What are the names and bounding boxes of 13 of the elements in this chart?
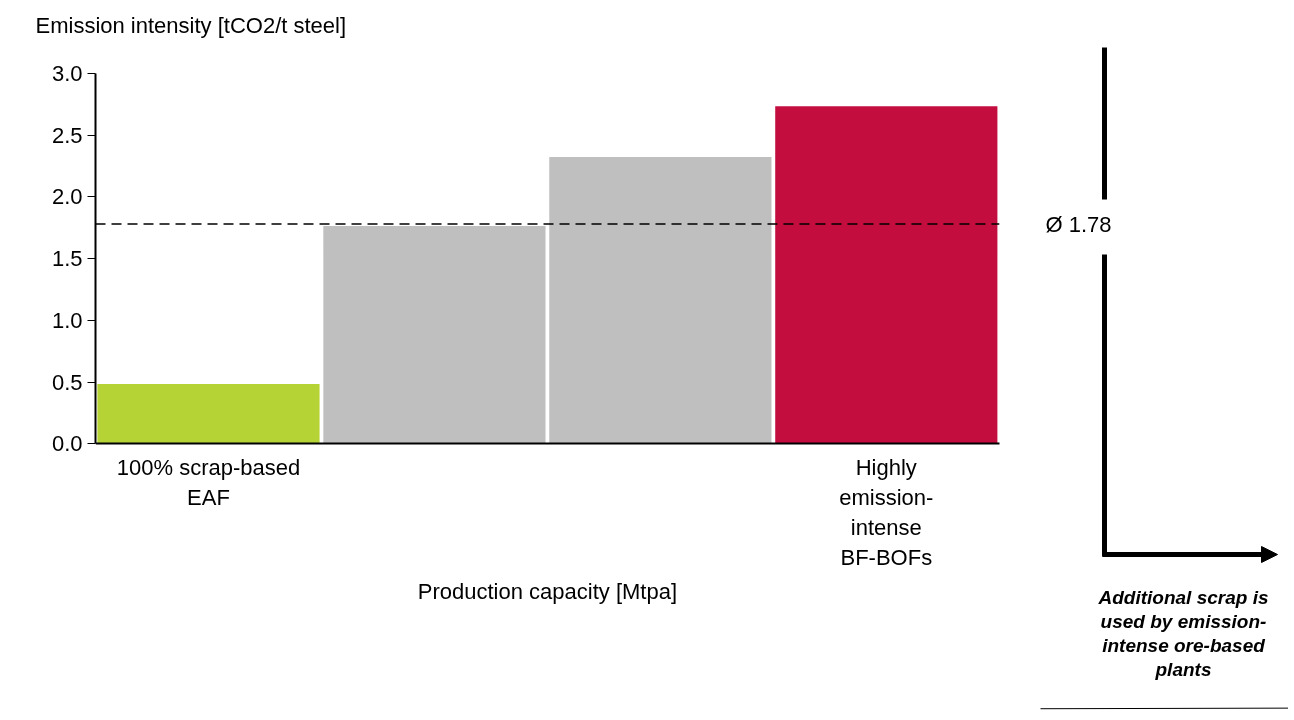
x-axis-title: Production capacity [Mtpa] bbox=[417, 579, 678, 605]
text: Additional scrap is used by emission- intense ore-based plants bbox=[1097, 586, 1269, 680]
y-axis-title: Emission intensity [tCO2/t steel] bbox=[35, 12, 347, 38]
y-tick-label: 1.5 bbox=[51, 246, 83, 272]
x-tick-label: 100% scrap-based EAF bbox=[116, 454, 301, 510]
y-tick-label: 2.5 bbox=[51, 122, 83, 148]
y-tick-label: 0.0 bbox=[51, 431, 83, 457]
y-tick-label: 2.0 bbox=[51, 184, 83, 210]
ref-line-label: Ø 1.78 bbox=[1045, 211, 1112, 237]
y-tick-label: 1.0 bbox=[51, 307, 83, 333]
y-tick-label: 0.5 bbox=[51, 369, 83, 395]
x-tick-label: Highly emission- intense BF-BOFs bbox=[839, 454, 934, 570]
y-tick-label: 3.0 bbox=[51, 60, 83, 86]
